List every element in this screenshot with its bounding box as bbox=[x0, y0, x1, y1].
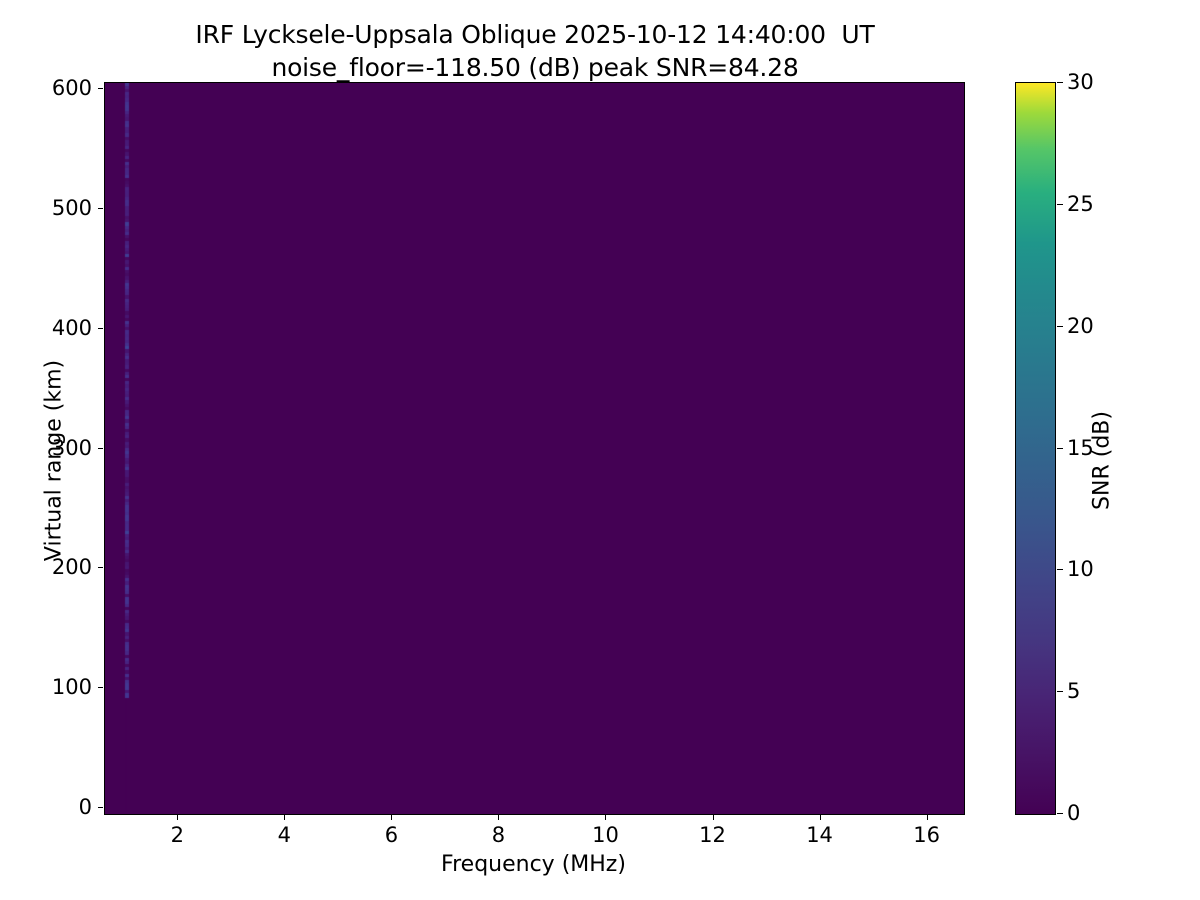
colorbar-tick bbox=[1057, 569, 1063, 571]
y-axis-label: Virtual range (km) bbox=[41, 359, 67, 562]
colorbar-tick bbox=[1057, 813, 1063, 814]
y-tick-label: 0 bbox=[78, 795, 92, 819]
colorbar-tick-label: 10 bbox=[1067, 557, 1094, 582]
x-tick bbox=[712, 815, 714, 820]
title-line-1: IRF Lycksele-Uppsala Oblique 2025-10-12 … bbox=[195, 20, 875, 49]
x-tick-label: 2 bbox=[170, 823, 184, 847]
colorbar-tick bbox=[1057, 325, 1063, 327]
figure-title: IRF Lycksele-Uppsala Oblique 2025-10-12 … bbox=[0, 18, 1070, 84]
x-tick-label: 16 bbox=[913, 823, 940, 847]
y-tick bbox=[98, 687, 103, 689]
y-tick bbox=[98, 327, 103, 329]
x-tick bbox=[605, 815, 607, 820]
x-tick bbox=[819, 815, 821, 820]
colorbar-tick-label: 0 bbox=[1067, 801, 1081, 825]
y-tick bbox=[98, 567, 103, 569]
colorbar-tick-label: 30 bbox=[1067, 70, 1094, 94]
y-tick-label: 100 bbox=[51, 675, 92, 700]
colorbar-tick bbox=[1057, 203, 1063, 205]
x-tick bbox=[498, 815, 500, 820]
colorbar-label: SNR (dB) bbox=[1089, 411, 1115, 510]
ionogram-heatmap bbox=[105, 83, 964, 814]
x-tick-label: 12 bbox=[699, 823, 726, 847]
colorbar-tick bbox=[1057, 82, 1063, 83]
y-tick bbox=[98, 207, 103, 209]
title-line-2: noise_floor=-118.50 (dB) peak SNR=84.28 bbox=[271, 53, 799, 82]
y-tick bbox=[98, 447, 103, 449]
x-tick bbox=[391, 815, 393, 820]
colorbar bbox=[1015, 82, 1056, 815]
heatmap-clip bbox=[105, 83, 964, 814]
x-tick-label: 14 bbox=[806, 823, 833, 847]
y-tick-label: 400 bbox=[51, 315, 92, 340]
colorbar-tick-label: 25 bbox=[1067, 191, 1094, 216]
colorbar-tick-label: 5 bbox=[1067, 679, 1081, 704]
x-tick bbox=[284, 815, 286, 820]
x-tick-label: 4 bbox=[277, 823, 292, 847]
x-tick bbox=[926, 815, 928, 820]
colorbar-tick-label: 15 bbox=[1067, 435, 1094, 460]
plot-axes bbox=[104, 82, 965, 815]
x-tick-label: 10 bbox=[592, 823, 619, 847]
y-tick bbox=[98, 807, 103, 808]
y-tick bbox=[98, 87, 103, 89]
x-axis-label: Frequency (MHz) bbox=[441, 852, 626, 877]
y-tick-label: 200 bbox=[51, 555, 92, 580]
colorbar-tick-label: 20 bbox=[1067, 313, 1094, 338]
y-tick-label: 600 bbox=[51, 75, 92, 100]
colorbar-tick bbox=[1057, 691, 1063, 693]
y-tick-label: 300 bbox=[51, 435, 92, 460]
y-tick-label: 500 bbox=[51, 195, 92, 220]
x-tick-label: 8 bbox=[491, 823, 506, 847]
colorbar-tick bbox=[1057, 447, 1063, 449]
x-tick-label: 6 bbox=[384, 823, 399, 847]
x-tick bbox=[177, 815, 179, 820]
